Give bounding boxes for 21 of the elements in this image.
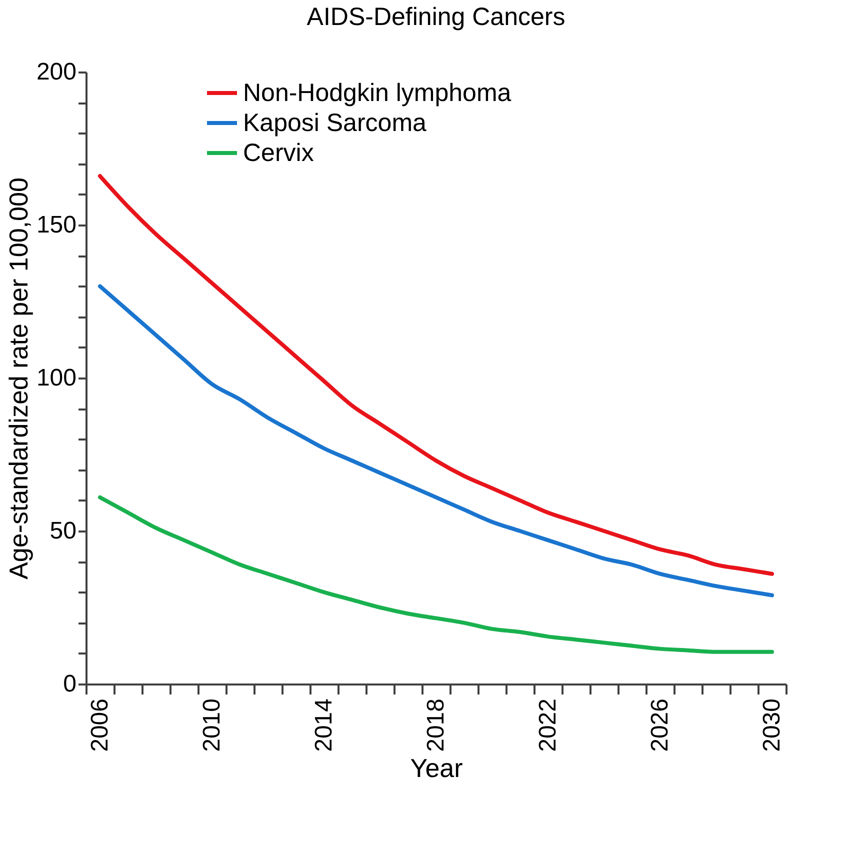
legend-label: Non-Hodgkin lymphoma [243,79,512,107]
line-series [98,495,774,654]
x-tick-label: 2030 [758,698,786,752]
chart-title: AIDS-Defining Cancers [306,3,566,31]
line-series [98,284,774,598]
x-tick-label: 2018 [422,698,450,752]
legend-label: Cervix [243,139,314,167]
line-series [98,174,774,576]
x-axis-title: Year [410,752,464,783]
x-tick-label: 2006 [86,698,114,752]
x-tick-label: 2022 [534,698,562,752]
legend-label: Kaposi Sarcoma [243,109,427,137]
y-tick-label: 0 [63,670,76,698]
y-tick-label: 200 [36,58,76,86]
x-tick-label: 2014 [310,698,338,752]
x-tick-label: 2010 [198,698,226,752]
y-tick-label: 150 [36,212,76,238]
y-tick-label: 50 [50,518,76,544]
y-axis-title: Age-standardized rate per 100,000 [3,178,34,580]
x-tick-label: 2026 [646,698,674,752]
y-tick-label: 100 [36,364,76,392]
